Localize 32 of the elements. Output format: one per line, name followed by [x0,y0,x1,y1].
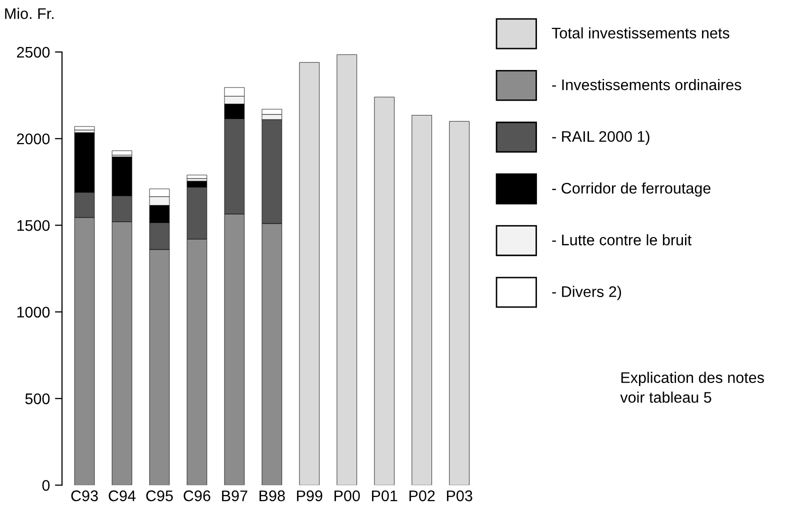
x-tick-label: P01 [372,490,398,502]
x-tick-label: B98 [260,490,285,502]
bar [299,62,320,486]
x-tick-label: P99 [297,490,322,502]
legend-label: - RAIL 2000 1) [552,130,650,145]
x-tick-label: P02 [410,490,435,502]
x-tick-label: C94 [108,490,136,502]
y-tick-label: 1000 [17,306,50,318]
y-tick-label: 0 [42,480,50,491]
text: Explication des notes voir tableau 5 [620,372,764,403]
x-tick-label: C96 [184,490,210,502]
x-tick-label: P00 [334,490,360,502]
y-axis-title: Mio. Fr. [5,8,54,20]
x-tick-label: P03 [446,490,472,502]
bar [186,174,208,179]
bar [74,126,95,130]
x-tick-label: C95 [146,490,173,502]
x-tick-label: B97 [222,490,248,502]
y-tick-label: 500 [25,393,50,404]
legend-label: - Corridor de ferroutage [552,182,710,197]
y-tick-label: 2000 [16,134,50,144]
legend-label: Total investissements nets [552,27,730,39]
legend-label: - Divers 2) [552,286,622,300]
bar [374,96,395,486]
x-tick-label: C93 [71,490,98,502]
legend-label: - Lutte contre le bruit [552,234,692,246]
legend-label: - Investissements ordinaires [552,78,742,90]
bar [336,54,358,486]
y-tick-label: 2500 [16,46,50,58]
bar [449,121,470,486]
bar [412,115,432,486]
y-tick-label: 1500 [17,220,50,231]
